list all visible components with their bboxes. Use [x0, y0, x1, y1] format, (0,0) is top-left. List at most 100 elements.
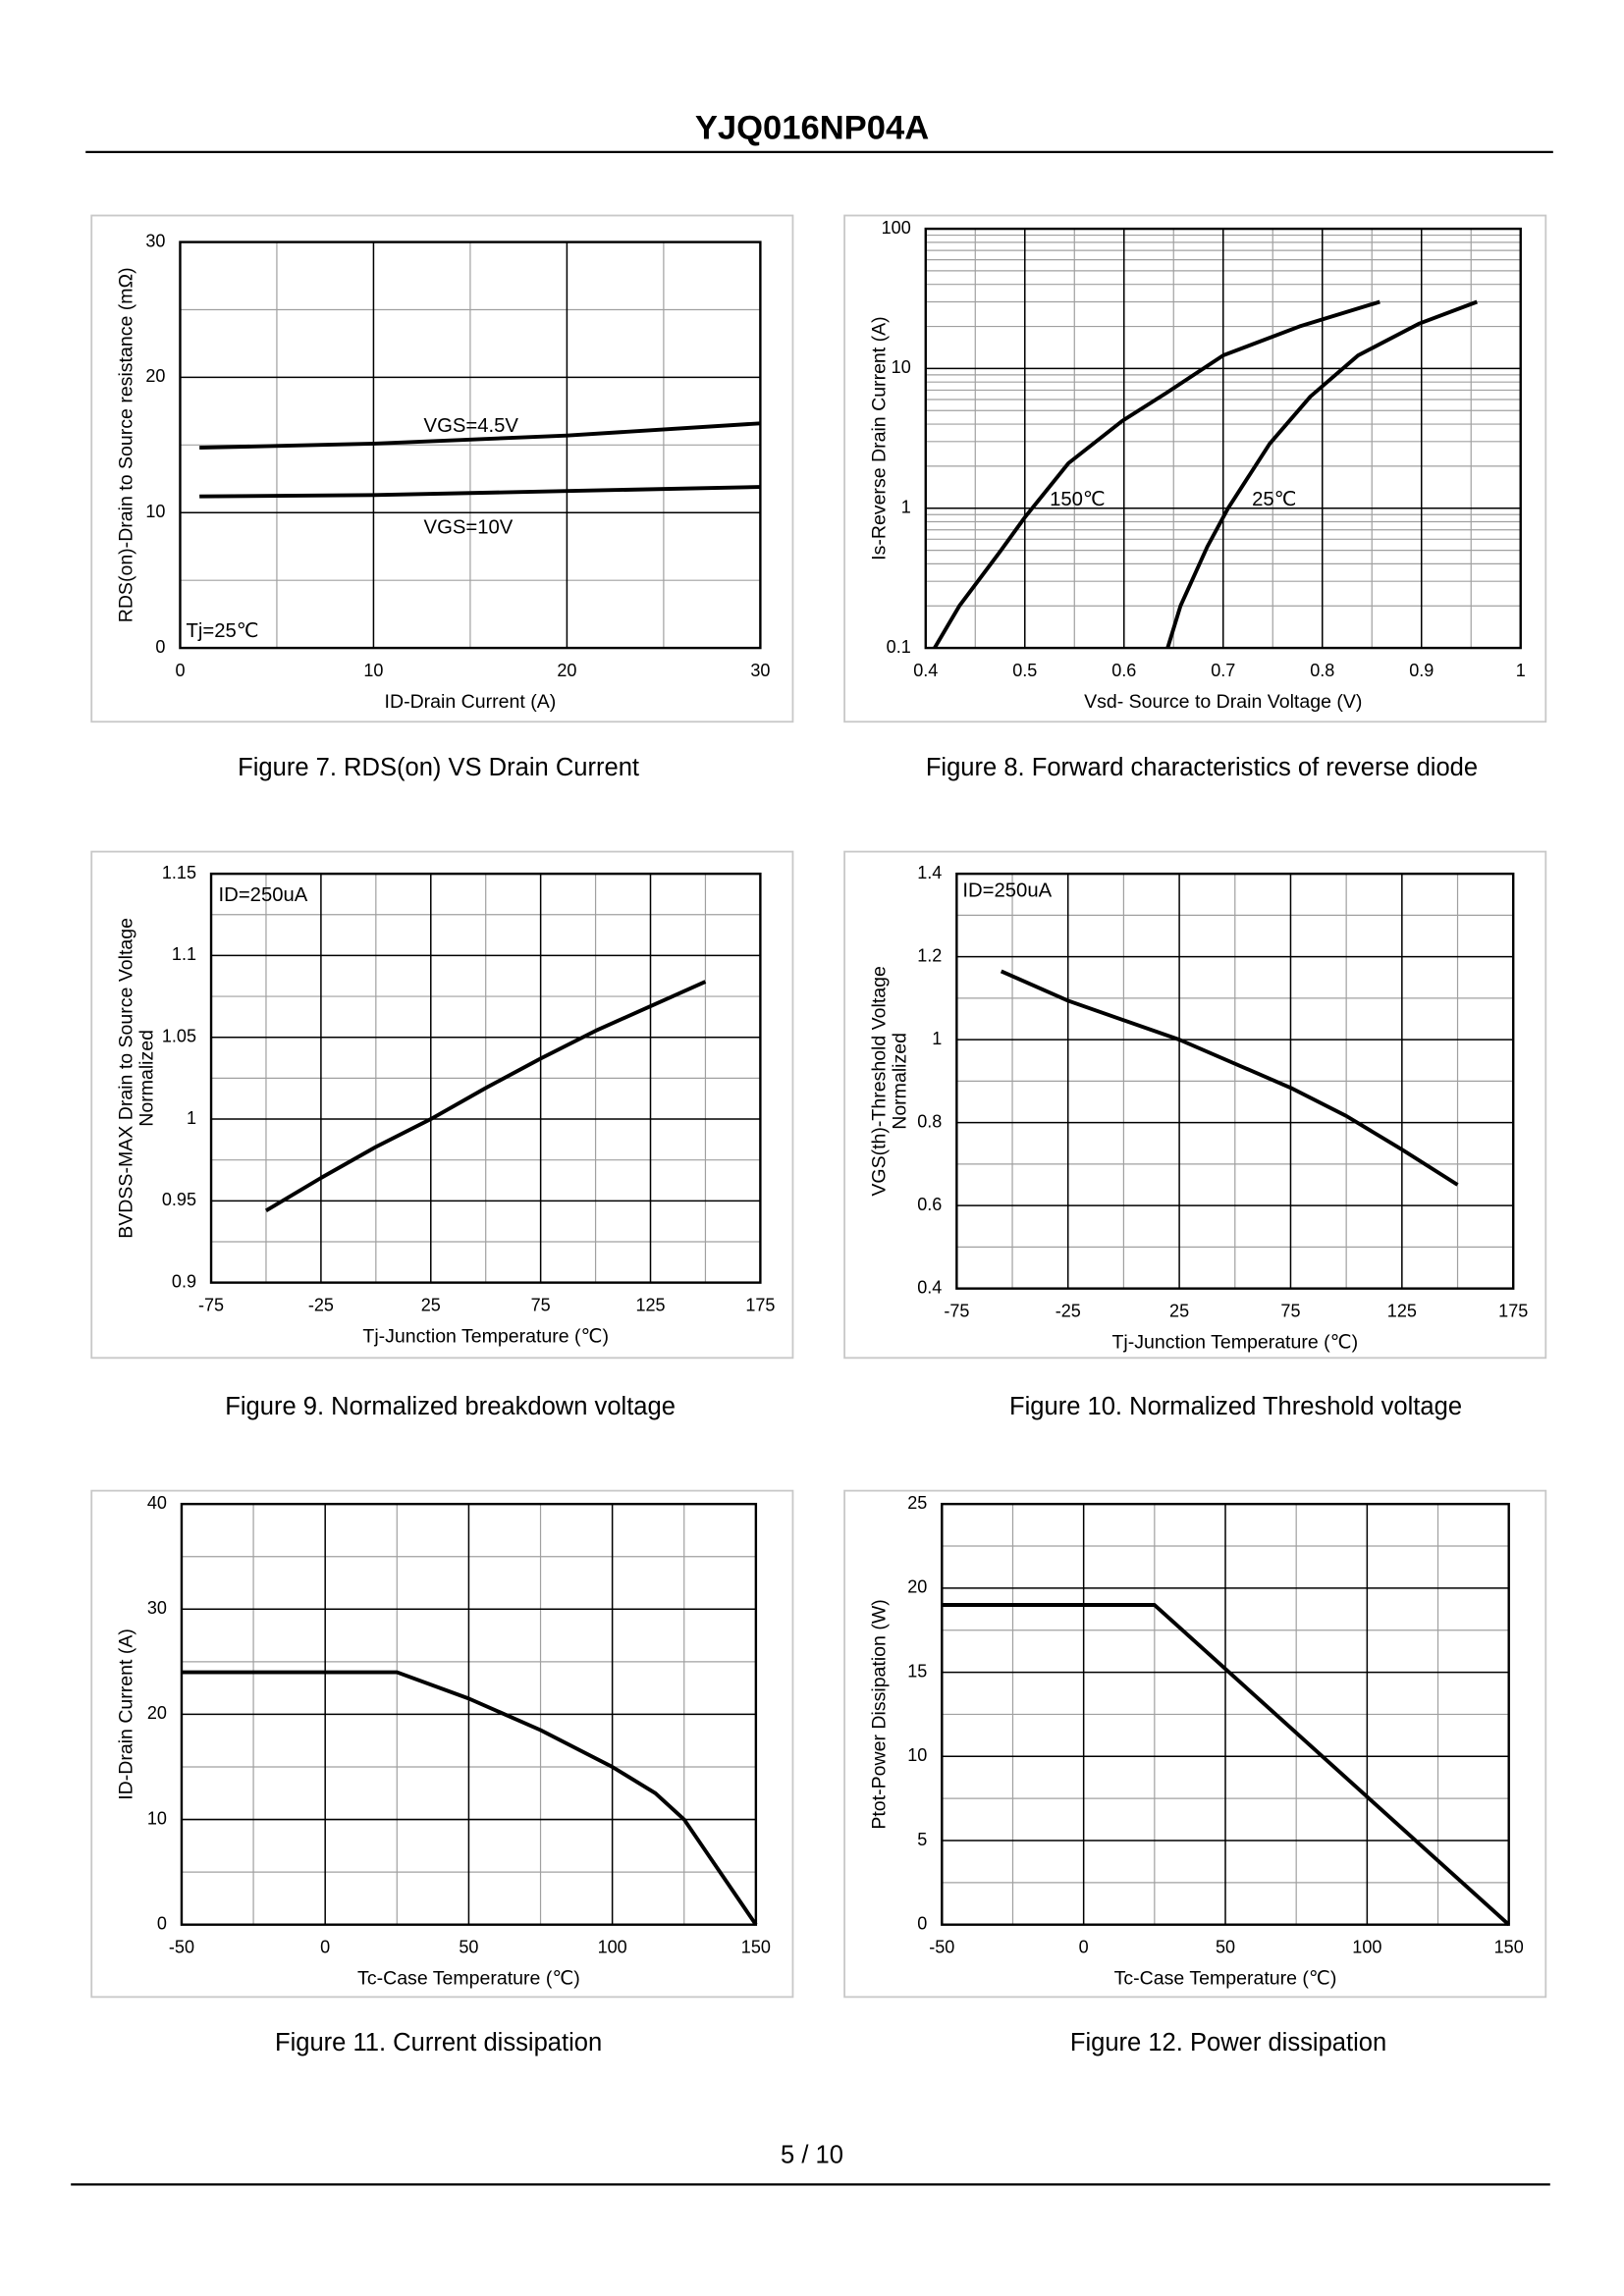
plot-border [941, 1502, 1510, 1926]
x-tick-label: 1 [1516, 661, 1526, 680]
series-label: 25℃ [1252, 489, 1296, 510]
x-tick-label: 0.5 [1012, 661, 1037, 680]
figure-caption: Figure 12. Power dissipation [1070, 2029, 1386, 2056]
figure-caption: Figure 9. Normalized breakdown voltage [225, 1393, 676, 1420]
x-tick-label: 0.4 [913, 661, 938, 680]
y-tick-label: 0.1 [887, 637, 911, 657]
chart-frame [843, 1489, 1547, 1999]
plot-border [180, 1502, 758, 1926]
x-tick-label: -25 [308, 1295, 334, 1314]
x-tick-label: 0.8 [1310, 661, 1334, 680]
chart-frame [90, 850, 794, 1360]
y-tick-label: 40 [147, 1493, 167, 1513]
y-tick-label: 20 [145, 366, 165, 386]
y-tick-label: 1.1 [172, 944, 196, 964]
data-line [933, 299, 1380, 650]
y-tick-label: 30 [147, 1598, 167, 1618]
chart-frame [90, 1489, 794, 1999]
x-tick-label: 25 [1169, 1301, 1189, 1320]
y-tick-label: 0.95 [162, 1190, 196, 1209]
x-axis-label: Tj-Junction Temperature (℃) [362, 1325, 609, 1347]
y-axis-label: Normalized [136, 1030, 158, 1127]
chart-frame [843, 850, 1547, 1360]
x-tick-label: 100 [1352, 1938, 1381, 1957]
x-tick-label: -50 [929, 1938, 954, 1957]
x-tick-label: 0 [1079, 1938, 1089, 1957]
x-tick-label: 20 [557, 661, 576, 680]
x-tick-label: 125 [635, 1295, 665, 1314]
series-label: 150℃ [1050, 489, 1106, 510]
x-tick-label: 30 [750, 661, 770, 680]
y-tick-label: 10 [147, 1808, 167, 1828]
x-tick-label: 10 [363, 661, 383, 680]
x-tick-label: -25 [1056, 1301, 1081, 1320]
x-tick-label: 0.9 [1409, 661, 1434, 680]
data-line [264, 980, 707, 1213]
x-tick-label: -50 [169, 1938, 194, 1957]
series-label: VGS=10V [424, 517, 514, 539]
y-tick-label: 10 [145, 502, 165, 521]
plot-border [179, 240, 762, 650]
y-axis-label: ID-Drain Current (A) [115, 1629, 136, 1800]
y-axis-label: RDS(on)-Drain to Source resistance (mΩ) [115, 267, 136, 622]
y-tick-label: 0 [917, 1913, 927, 1933]
series-label: VGS=4.5V [424, 415, 519, 437]
x-tick-label: 150 [1494, 1938, 1524, 1957]
y-tick-label: 5 [917, 1830, 927, 1849]
y-tick-label: 0.4 [917, 1277, 942, 1297]
y-tick-label: 10 [892, 357, 911, 377]
x-tick-label: 0 [320, 1938, 330, 1957]
page-number: 5 / 10 [781, 2142, 843, 2169]
y-tick-label: 1.05 [162, 1026, 196, 1045]
y-axis-label: Normalized [889, 1033, 910, 1130]
y-tick-label: 10 [907, 1745, 927, 1765]
x-axis-label: Tc-Case Temperature (℃) [1114, 1967, 1337, 1989]
y-tick-label: 0.9 [172, 1271, 196, 1291]
data-line [199, 485, 761, 499]
plot-border [924, 227, 1522, 650]
y-tick-label: 30 [145, 231, 165, 250]
data-line [199, 421, 761, 451]
y-tick-label: 0 [155, 637, 165, 657]
x-tick-label: 0 [175, 661, 185, 680]
x-tick-label: 75 [531, 1295, 551, 1314]
x-tick-label: 175 [745, 1295, 775, 1314]
x-tick-label: 125 [1387, 1301, 1417, 1320]
x-tick-label: -75 [198, 1295, 224, 1314]
annotation: ID=250uA [962, 881, 1052, 902]
plot-border [955, 872, 1515, 1290]
figure-caption: Figure 10. Normalized Threshold voltage [1009, 1393, 1462, 1420]
data-line [1000, 969, 1459, 1187]
data-line [181, 1670, 758, 1926]
plot-border [209, 872, 762, 1284]
x-tick-label: 0.6 [1111, 661, 1136, 680]
chart-frame [90, 214, 794, 723]
y-tick-label: 100 [882, 218, 911, 238]
y-tick-label: 1 [932, 1029, 942, 1048]
y-tick-label: 25 [907, 1493, 927, 1513]
page-title: YJQ016NP04A [695, 109, 929, 146]
y-tick-label: 0.6 [917, 1195, 942, 1214]
data-line [942, 1603, 1511, 1927]
x-axis-label: Tj-Junction Temperature (℃) [1111, 1331, 1358, 1353]
chart-frame [843, 214, 1547, 723]
annotation: ID=250uA [219, 884, 308, 906]
figure-caption: Figure 7. RDS(on) VS Drain Current [238, 754, 639, 781]
annotation: Tj=25℃ [186, 620, 258, 642]
y-tick-label: 1.2 [917, 945, 942, 965]
x-tick-label: 50 [459, 1938, 478, 1957]
figure-caption: Figure 11. Current dissipation [275, 2029, 602, 2056]
y-axis-label: Ptot-Power Dissipation (W) [868, 1599, 890, 1829]
x-tick-label: 100 [598, 1938, 627, 1957]
x-tick-label: 150 [741, 1938, 771, 1957]
y-tick-label: 20 [907, 1577, 927, 1597]
y-tick-label: 15 [907, 1661, 927, 1681]
data-line [1165, 299, 1478, 649]
x-tick-label: -75 [944, 1301, 969, 1320]
y-tick-label: 1.4 [917, 863, 942, 882]
y-tick-label: 0 [157, 1913, 167, 1933]
x-tick-label: 75 [1280, 1301, 1300, 1320]
y-tick-label: 0.8 [917, 1111, 942, 1131]
